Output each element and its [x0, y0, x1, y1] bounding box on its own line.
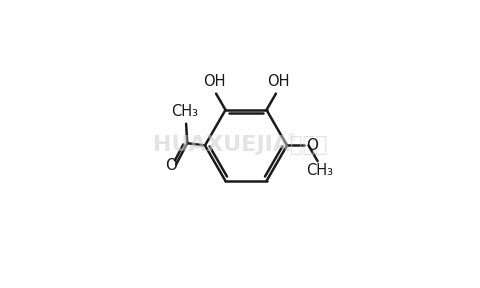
Text: ®: ®	[287, 133, 297, 143]
Text: OH: OH	[203, 74, 225, 89]
Text: CH₃: CH₃	[171, 104, 199, 119]
Text: O: O	[307, 138, 319, 153]
Text: HUAXUEJIA: HUAXUEJIA	[153, 135, 290, 156]
Text: CH₃: CH₃	[306, 164, 333, 179]
Text: O: O	[165, 158, 177, 173]
Text: 化学加: 化学加	[290, 135, 328, 156]
Text: OH: OH	[267, 74, 289, 89]
